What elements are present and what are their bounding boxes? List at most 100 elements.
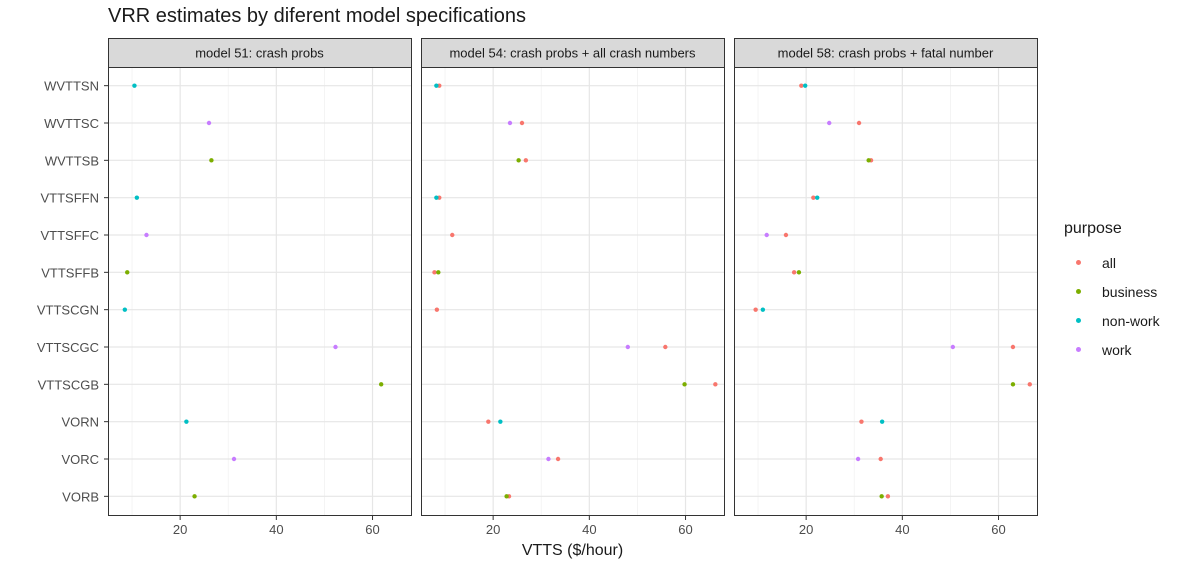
legend-item-non-work: non-work	[1064, 306, 1160, 335]
x-tick-label: 40	[895, 522, 909, 537]
x-tick-label: 20	[486, 522, 500, 537]
y-tick-label: VTTSFFN	[41, 191, 100, 206]
point-work	[144, 232, 149, 238]
legend-key	[1072, 286, 1084, 298]
point-all	[663, 344, 668, 350]
point-non-work	[434, 83, 439, 88]
point-all	[434, 307, 440, 312]
x-axis-title: VTTS ($/hour)	[522, 542, 623, 559]
point-work	[231, 456, 237, 462]
point-non-work	[132, 83, 137, 88]
panel-title: model 51: crash probs	[195, 46, 324, 61]
point-non-work	[184, 419, 189, 424]
point-all	[885, 494, 891, 499]
panel-border	[734, 67, 1038, 516]
legend-label: business	[1102, 283, 1158, 300]
point-business	[192, 494, 197, 499]
point-work	[546, 456, 551, 462]
legend-key	[1072, 257, 1084, 269]
panel-1: model 51: crash probs 20 40 60	[108, 38, 412, 537]
y-tick-label: VTTSCGB	[38, 377, 99, 392]
x-tick-label: 40	[269, 522, 283, 537]
legend-label: work	[1102, 341, 1132, 358]
x-tick-label: 20	[799, 522, 813, 537]
point-business	[504, 494, 509, 499]
point-business	[866, 158, 871, 163]
point-business	[516, 158, 521, 163]
point-all	[432, 270, 437, 275]
panel-strip	[108, 38, 412, 68]
x-tick-label: 60	[678, 522, 692, 537]
point-all	[856, 120, 862, 126]
point-non-work	[879, 419, 885, 424]
legend-key	[1072, 315, 1084, 327]
x-tick-label: 60	[991, 522, 1005, 537]
y-tick-label: VTTSCGC	[37, 340, 99, 355]
point-business	[378, 382, 384, 387]
x-tick-label: 60	[365, 522, 379, 537]
y-tick-label: VORB	[62, 489, 99, 504]
point-all	[878, 456, 883, 462]
point-business	[796, 270, 802, 275]
legend-dot	[1075, 289, 1081, 294]
point-business	[209, 158, 214, 163]
panel-3: model 58: crash probs + fatal number 20 40…	[734, 38, 1038, 537]
point-all	[799, 83, 804, 88]
panel-title: model 58: crash probs + fatal number	[778, 46, 994, 61]
legend: purpose all business non-work work	[1064, 220, 1160, 364]
point-all	[713, 382, 718, 387]
point-non-work	[122, 307, 128, 312]
point-non-work	[434, 195, 439, 200]
legend-dot	[1075, 347, 1081, 352]
point-all	[811, 195, 816, 200]
point-all	[519, 120, 525, 126]
legend-title: purpose	[1064, 220, 1122, 237]
point-non-work	[134, 195, 140, 200]
point-non-work	[815, 195, 820, 200]
legend-dot	[1075, 318, 1081, 323]
point-all	[555, 456, 561, 462]
y-tick-label: WVTTSB	[45, 153, 99, 168]
panel-strip	[734, 38, 1038, 68]
point-work	[855, 456, 861, 462]
legend-item-business: business	[1064, 277, 1160, 306]
point-non-work	[498, 419, 503, 424]
point-all	[1010, 344, 1016, 350]
x-tick-label: 40	[582, 522, 596, 537]
point-work	[827, 120, 832, 126]
point-all	[486, 419, 491, 424]
point-work	[507, 120, 513, 126]
legend-item-all: all	[1064, 248, 1160, 277]
point-all	[859, 419, 864, 424]
point-non-work	[802, 83, 808, 88]
panel-title: model 54: crash probs + all crash number…	[449, 46, 696, 61]
y-tick-label: WVTTSN	[44, 79, 99, 94]
y-tick-label: VORC	[61, 452, 99, 467]
panel-background	[421, 67, 724, 515]
point-business	[1010, 382, 1016, 387]
panel-border	[108, 67, 412, 516]
y-tick-label: VTTSFFC	[41, 228, 100, 243]
point-business	[879, 494, 884, 499]
x-tick-label: 20	[173, 522, 187, 537]
point-business	[682, 382, 687, 387]
point-work	[333, 344, 338, 350]
y-tick-label: WVTTSC	[44, 116, 99, 131]
point-work	[206, 120, 212, 126]
point-all	[783, 232, 789, 238]
point-all	[753, 307, 758, 312]
point-all	[450, 232, 455, 238]
point-work	[625, 344, 631, 350]
legend-label: non-work	[1102, 312, 1160, 329]
chart-title: VRR estimates by diferent model specific…	[108, 5, 526, 27]
y-tick-label: VTTSCGN	[37, 303, 99, 318]
point-non-work	[760, 307, 766, 312]
panel-background	[734, 67, 1037, 515]
point-work	[764, 232, 769, 238]
panel-background	[108, 67, 411, 515]
point-all	[523, 158, 529, 163]
panel-border	[421, 67, 725, 516]
point-business	[125, 270, 130, 275]
legend-label: all	[1102, 254, 1117, 271]
